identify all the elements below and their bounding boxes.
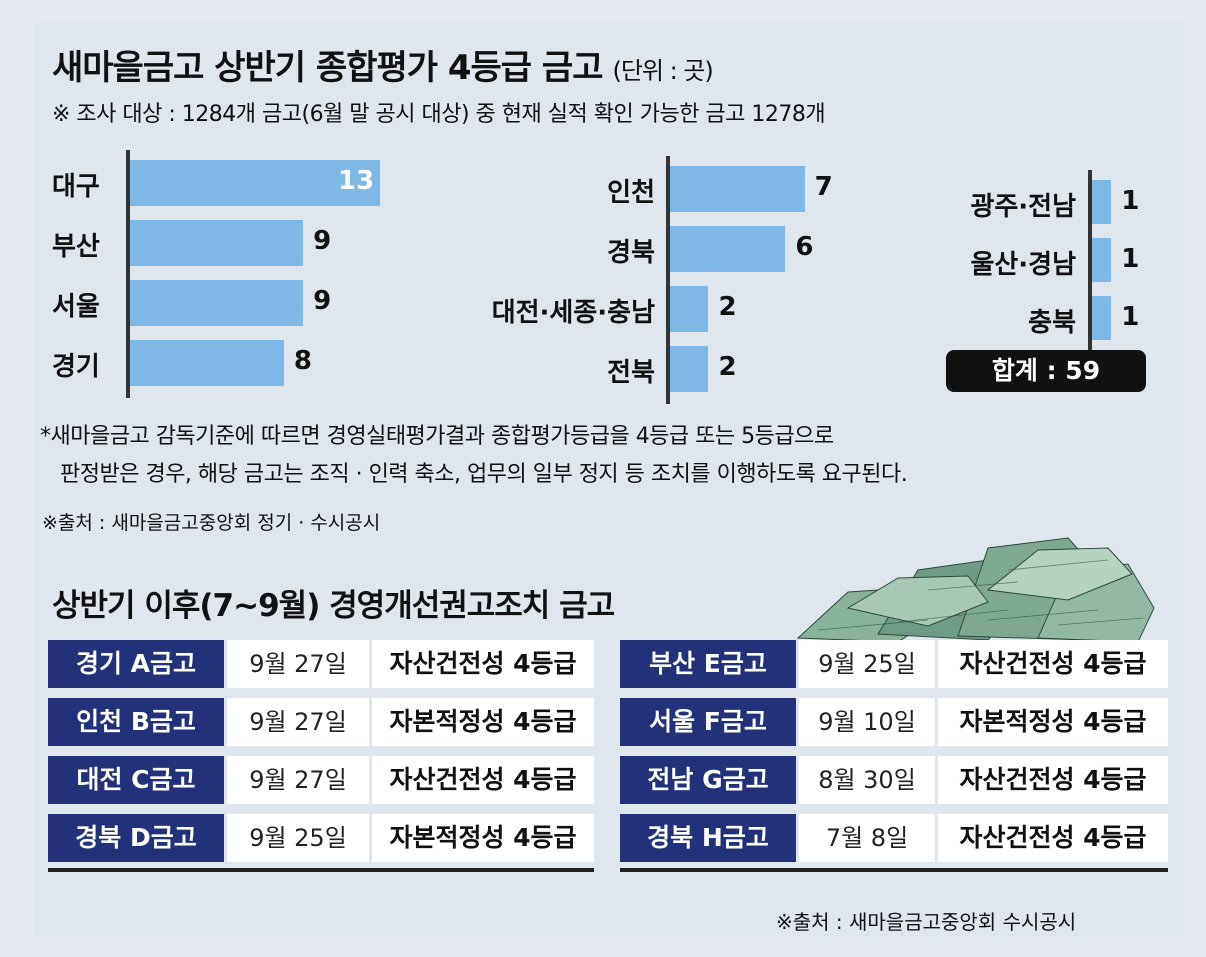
category-label: 경기 — [52, 352, 100, 382]
axis-line — [126, 150, 130, 398]
reason-cell: 자산건전성 4등급 — [938, 756, 1168, 804]
unit-label: (단위 : 곳) — [612, 57, 713, 85]
footnote-line-2: 판정받은 경우, 해당 금고는 조직 · 인력 축소, 업무의 일부 정지 등 … — [60, 462, 908, 487]
survey-note: ※ 조사 대상 : 1284개 금고(6월 말 공시 대상) 중 현재 실적 확… — [52, 102, 826, 127]
bank-name-cell: 경북 H금고 — [620, 814, 796, 862]
table-row: 전남 G금고 8월 30일 자산건전성 4등급 — [620, 752, 1168, 808]
category-label: 대구 — [52, 172, 100, 202]
category-label: 충북 — [1028, 308, 1076, 338]
bank-name-cell: 서울 F금고 — [620, 698, 796, 746]
category-label: 인천 — [607, 178, 655, 208]
axis-line — [666, 156, 670, 404]
bar — [1092, 238, 1112, 282]
bar — [1092, 180, 1112, 224]
bank-name-cell: 인천 B금고 — [48, 698, 224, 746]
date-cell: 8월 30일 — [799, 756, 935, 804]
bank-name-cell: 경기 A금고 — [48, 640, 224, 688]
category-label: 서울 — [52, 292, 100, 322]
bar — [670, 166, 805, 212]
value-label: 2 — [718, 292, 737, 322]
category-label: 부산 — [52, 232, 100, 262]
value-label: 6 — [795, 232, 814, 262]
bar — [1092, 296, 1112, 340]
bar — [130, 340, 284, 386]
bar — [670, 286, 709, 332]
table-row: 인천 B금고 9월 27일 자본적정성 4등급 — [48, 694, 594, 750]
category-label: 대전·세종·충남 — [491, 298, 655, 328]
table-row: 경북 D금고 9월 25일 자본적정성 4등급 — [48, 810, 594, 866]
reason-cell: 자본적정성 4등급 — [372, 698, 594, 746]
total-badge: 합계 : 59 — [946, 350, 1146, 392]
value-label: 9 — [313, 286, 332, 316]
value-label: 8 — [293, 346, 312, 376]
chart-title: 새마을금고 상반기 종합평가 4등급 금고 (단위 : 곳) — [52, 48, 714, 88]
money-stack-image — [796, 537, 1155, 642]
value-label: 1 — [1121, 244, 1140, 274]
date-cell: 7월 8일 — [799, 814, 935, 862]
table-row: 서울 F금고 9월 10일 자본적정성 4등급 — [620, 694, 1168, 750]
date-cell: 9월 25일 — [227, 814, 369, 862]
bar — [670, 346, 709, 392]
axis-line — [1088, 170, 1092, 352]
bar — [130, 160, 380, 206]
bank-name-cell: 대전 C금고 — [48, 756, 224, 804]
date-cell: 9월 27일 — [227, 640, 369, 688]
category-label: 울산·경남 — [970, 250, 1076, 280]
value-label: 9 — [313, 226, 332, 256]
table-row: 부산 E금고 9월 25일 자산건전성 4등급 — [620, 636, 1168, 692]
bank-name-cell: 전남 G금고 — [620, 756, 796, 804]
bar — [130, 220, 304, 266]
table-row: 경기 A금고 9월 27일 자산건전성 4등급 — [48, 636, 594, 692]
bar — [670, 226, 786, 272]
reason-cell: 자산건전성 4등급 — [938, 814, 1168, 862]
table-section-title: 상반기 이후(7~9월) 경영개선권고조치 금고 — [52, 588, 615, 624]
source-note-top: ※출처 : 새마을금고중앙회 정기 · 수시공시 — [42, 512, 381, 534]
reason-cell: 자본적정성 4등급 — [938, 698, 1168, 746]
value-label: 2 — [718, 352, 737, 382]
reason-cell: 자산건전성 4등급 — [372, 640, 594, 688]
date-cell: 9월 27일 — [227, 698, 369, 746]
table-row: 경북 H금고 7월 8일 자산건전성 4등급 — [620, 810, 1168, 866]
table-right: 부산 E금고 9월 25일 자산건전성 4등급 서울 F금고 9월 10일 자본적정성 4… — [620, 636, 1168, 872]
date-cell: 9월 10일 — [799, 698, 935, 746]
category-label: 광주·전남 — [970, 192, 1076, 222]
bar — [130, 280, 304, 326]
bank-name-cell: 경북 D금고 — [48, 814, 224, 862]
value-label: 1 — [1121, 302, 1140, 332]
reason-cell: 자본적정성 4등급 — [372, 814, 594, 862]
footnote-line-1: *새마을금고 감독기준에 따르면 경영실태평가결과 종합평가등급을 4등급 또는… — [40, 424, 834, 449]
category-label: 전북 — [607, 358, 655, 388]
reason-cell: 자산건전성 4등급 — [938, 640, 1168, 688]
category-label: 경북 — [607, 238, 655, 268]
value-label: 13 — [338, 166, 375, 196]
source-note-bottom: ※출처 : 새마을금고중앙회 수시공시 — [776, 910, 1077, 934]
reason-cell: 자산건전성 4등급 — [372, 756, 594, 804]
table-left: 경기 A금고 9월 27일 자산건전성 4등급 인천 B금고 9월 27일 자본적정성 4… — [48, 636, 594, 872]
value-label: 1 — [1121, 186, 1140, 216]
date-cell: 9월 27일 — [227, 756, 369, 804]
bank-name-cell: 부산 E금고 — [620, 640, 796, 688]
date-cell: 9월 25일 — [799, 640, 935, 688]
value-label: 7 — [814, 172, 833, 202]
table-row: 대전 C금고 9월 27일 자산건전성 4등급 — [48, 752, 594, 808]
